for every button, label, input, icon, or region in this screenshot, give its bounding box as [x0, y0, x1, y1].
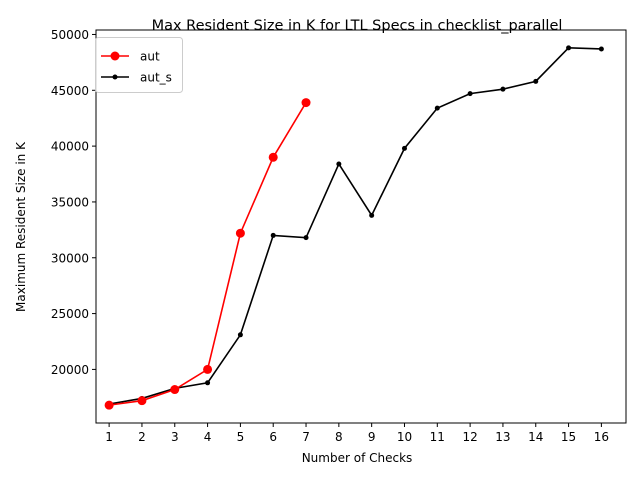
x-tick-label: 14	[528, 430, 543, 444]
y-tick-label: 35000	[51, 195, 89, 209]
x-tick-label: 12	[462, 430, 477, 444]
x-tick-label: 4	[204, 430, 212, 444]
data-point-aut-s	[566, 45, 572, 51]
series-layer	[104, 45, 604, 410]
x-tick-label: 8	[335, 430, 343, 444]
y-axis-label: Maximum Resident Size in K	[14, 141, 28, 312]
y-tick-label: 20000	[51, 363, 89, 377]
data-point-aut-s	[401, 145, 407, 151]
data-point-aut-s	[336, 161, 342, 167]
chart-title: Max Resident Size in K for LTL Specs in …	[152, 18, 563, 34]
y-tick-label: 50000	[51, 28, 89, 42]
data-point-aut-s	[467, 91, 473, 97]
y-tick-label: 30000	[51, 251, 89, 265]
plot-area	[95, 29, 627, 424]
x-tick-label: 3	[171, 430, 179, 444]
x-tick-label: 6	[269, 430, 277, 444]
data-point-aut-s	[205, 380, 211, 386]
y-tick-label: 45000	[51, 84, 89, 98]
data-point-aut-s	[270, 232, 276, 238]
data-point-aut-s	[237, 332, 243, 338]
y-axis-ticks: 20000 25000 30000 35000 40000 45000 50000	[51, 28, 96, 377]
legend-marker-aut-s	[112, 74, 118, 80]
x-tick-label: 7	[302, 430, 310, 444]
x-tick-label: 5	[237, 430, 245, 444]
data-point-aut	[104, 400, 114, 410]
legend-label-aut: aut	[140, 50, 160, 64]
x-tick-label: 2	[138, 430, 146, 444]
series-line-aut-s	[108, 47, 602, 405]
x-tick-label: 11	[430, 430, 445, 444]
data-point-aut-s	[303, 235, 309, 241]
x-tick-label: 15	[561, 430, 576, 444]
y-tick-label: 40000	[51, 140, 89, 154]
data-point-aut	[170, 385, 180, 395]
legend: aut aut_s	[95, 37, 183, 93]
data-point-aut	[301, 98, 311, 108]
data-point-aut	[137, 396, 147, 406]
x-tick-label: 10	[397, 430, 412, 444]
x-tick-label: 16	[594, 430, 609, 444]
x-axis-label: Number of Checks	[302, 451, 413, 465]
x-axis-ticks: 1 2 3 4 5 6 7 8 9 10 11 12 13 14 15 16	[105, 423, 609, 444]
data-point-aut	[235, 228, 245, 238]
data-point-aut-s	[533, 78, 539, 84]
data-point-aut-s	[434, 105, 440, 111]
x-tick-label: 9	[368, 430, 376, 444]
data-point-aut	[203, 364, 213, 374]
y-tick-label: 25000	[51, 307, 89, 321]
data-point-aut-s	[598, 46, 604, 52]
data-point-aut	[268, 152, 278, 162]
series-line-aut	[109, 102, 307, 406]
legend-marker-aut	[110, 51, 120, 61]
x-tick-label: 1	[105, 430, 113, 444]
x-tick-label: 13	[495, 430, 510, 444]
data-point-aut-s	[369, 212, 375, 218]
data-point-aut-s	[500, 86, 506, 92]
legend-label-aut-s: aut_s	[140, 71, 172, 85]
legend-box	[95, 37, 183, 93]
